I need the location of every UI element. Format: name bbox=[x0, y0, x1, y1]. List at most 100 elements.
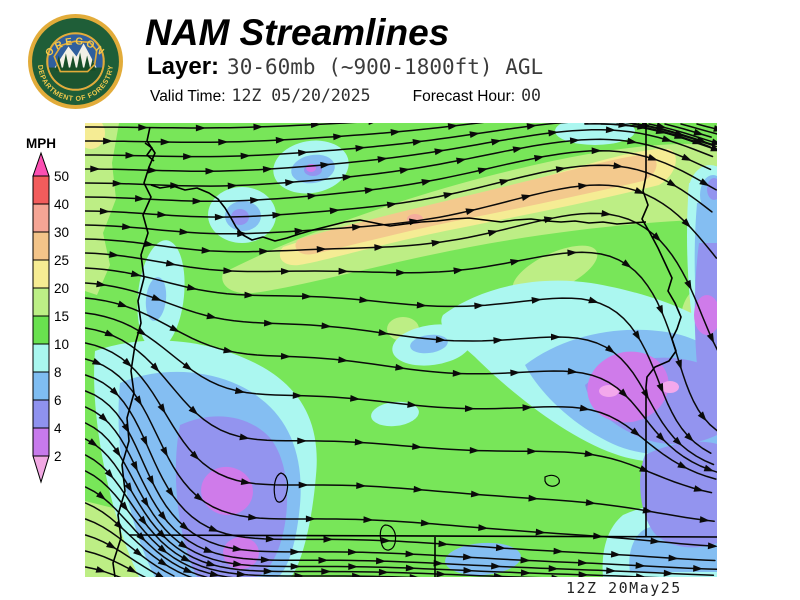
arrowhead bbox=[630, 427, 641, 437]
arrowhead bbox=[186, 283, 198, 291]
arrowhead bbox=[318, 556, 329, 564]
arrowhead bbox=[710, 144, 717, 152]
legend-segment bbox=[32, 315, 50, 345]
arrowhead bbox=[550, 333, 561, 341]
legend-tick-label: 6 bbox=[54, 393, 62, 408]
arrowhead bbox=[412, 443, 423, 450]
legend-segment bbox=[32, 259, 50, 289]
legend-segment bbox=[32, 175, 50, 205]
legend-arrow-top bbox=[32, 151, 50, 177]
arrowhead bbox=[703, 464, 715, 472]
arrowhead bbox=[555, 166, 567, 173]
legend-segment bbox=[32, 231, 50, 261]
arrowhead bbox=[697, 411, 707, 422]
parallel-42n-border bbox=[128, 534, 717, 538]
arrowhead bbox=[656, 304, 664, 316]
arrowhead bbox=[160, 138, 171, 146]
speed-region-c bbox=[371, 401, 419, 427]
arrowhead bbox=[147, 166, 158, 174]
arrowhead bbox=[321, 322, 332, 330]
arrowhead bbox=[321, 568, 332, 575]
arrowhead bbox=[632, 330, 641, 341]
arrowhead bbox=[239, 433, 250, 441]
layer-value: 30-60mb (~900-1800ft) AGL bbox=[227, 55, 544, 79]
arrowhead bbox=[363, 516, 374, 524]
arrowhead bbox=[521, 194, 532, 201]
arrowhead bbox=[368, 123, 379, 125]
arrowhead bbox=[567, 367, 578, 375]
arrowhead bbox=[182, 362, 193, 371]
arrowhead bbox=[522, 404, 533, 412]
arrowhead bbox=[613, 162, 624, 169]
arrowhead bbox=[203, 546, 214, 553]
arrowhead bbox=[684, 432, 694, 442]
arrowhead bbox=[412, 139, 423, 146]
arrowhead bbox=[227, 182, 238, 190]
arrowhead bbox=[407, 401, 418, 408]
arrowhead bbox=[533, 154, 545, 162]
page-title: NAM Streamlines bbox=[145, 12, 450, 53]
arrowhead bbox=[436, 570, 447, 577]
arrowhead bbox=[180, 554, 192, 563]
arrowhead bbox=[510, 258, 521, 266]
legend-tick-label: 20 bbox=[54, 281, 69, 296]
streamline bbox=[85, 454, 423, 577]
arrowhead bbox=[677, 461, 688, 469]
legend-segment bbox=[32, 287, 50, 317]
legend-segment bbox=[32, 371, 50, 401]
arrowhead bbox=[151, 294, 162, 301]
arrowhead bbox=[298, 481, 309, 489]
arrowhead bbox=[87, 438, 99, 447]
arrowhead bbox=[378, 329, 389, 336]
arrowhead bbox=[433, 559, 444, 567]
arrowhead bbox=[157, 403, 166, 414]
arrowhead bbox=[443, 192, 454, 199]
legend-segment bbox=[32, 399, 50, 429]
speed-region-or bbox=[223, 537, 259, 569]
arrowhead bbox=[668, 554, 679, 562]
streamline bbox=[85, 406, 715, 576]
idaho-border-snake-river bbox=[641, 123, 682, 537]
arrowhead bbox=[527, 447, 538, 455]
arrowhead bbox=[138, 124, 149, 131]
arrowhead bbox=[495, 544, 507, 552]
arrowhead bbox=[699, 178, 710, 187]
valid-time-row: Valid Time: 12Z 05/20/2025 Forecast Hour: 0… bbox=[150, 87, 541, 105]
legend-arrow-bottom bbox=[32, 455, 50, 484]
arrowhead bbox=[464, 405, 475, 413]
arrowhead bbox=[713, 125, 717, 132]
legend-tick-label: 50 bbox=[54, 169, 69, 184]
arrowhead bbox=[223, 267, 234, 275]
arrowhead bbox=[157, 544, 168, 554]
arrowhead bbox=[140, 497, 149, 508]
arrowhead bbox=[122, 357, 133, 368]
layer-row: Layer: 30-60mb (~900-1800ft) AGL bbox=[147, 55, 543, 79]
arrowhead bbox=[157, 211, 168, 218]
upper-klamath-lake bbox=[273, 472, 289, 503]
arrowhead bbox=[165, 487, 175, 498]
arrowhead bbox=[399, 167, 410, 174]
arrowhead bbox=[355, 144, 366, 152]
arrowhead bbox=[146, 475, 155, 486]
arrowhead bbox=[272, 211, 283, 219]
arrowhead bbox=[157, 511, 167, 522]
speed-region-pk bbox=[661, 381, 679, 393]
arrowhead bbox=[621, 259, 632, 268]
arrowhead bbox=[260, 556, 271, 564]
arrowhead bbox=[699, 516, 710, 523]
speed-region-or bbox=[201, 466, 253, 516]
arrowhead bbox=[140, 435, 148, 447]
arrowhead bbox=[605, 126, 616, 134]
arrowhead bbox=[435, 336, 446, 343]
legend-units-label: MPH bbox=[26, 136, 56, 151]
arrowhead bbox=[610, 550, 622, 558]
arrowhead bbox=[205, 167, 216, 175]
arrowhead bbox=[179, 521, 190, 531]
arrowhead bbox=[655, 432, 666, 442]
arrowhead bbox=[188, 405, 199, 416]
arrowhead bbox=[130, 461, 138, 472]
arrowhead bbox=[499, 179, 510, 186]
arrowhead bbox=[133, 395, 142, 406]
arrowhead bbox=[192, 197, 203, 205]
arrowhead bbox=[195, 124, 206, 132]
